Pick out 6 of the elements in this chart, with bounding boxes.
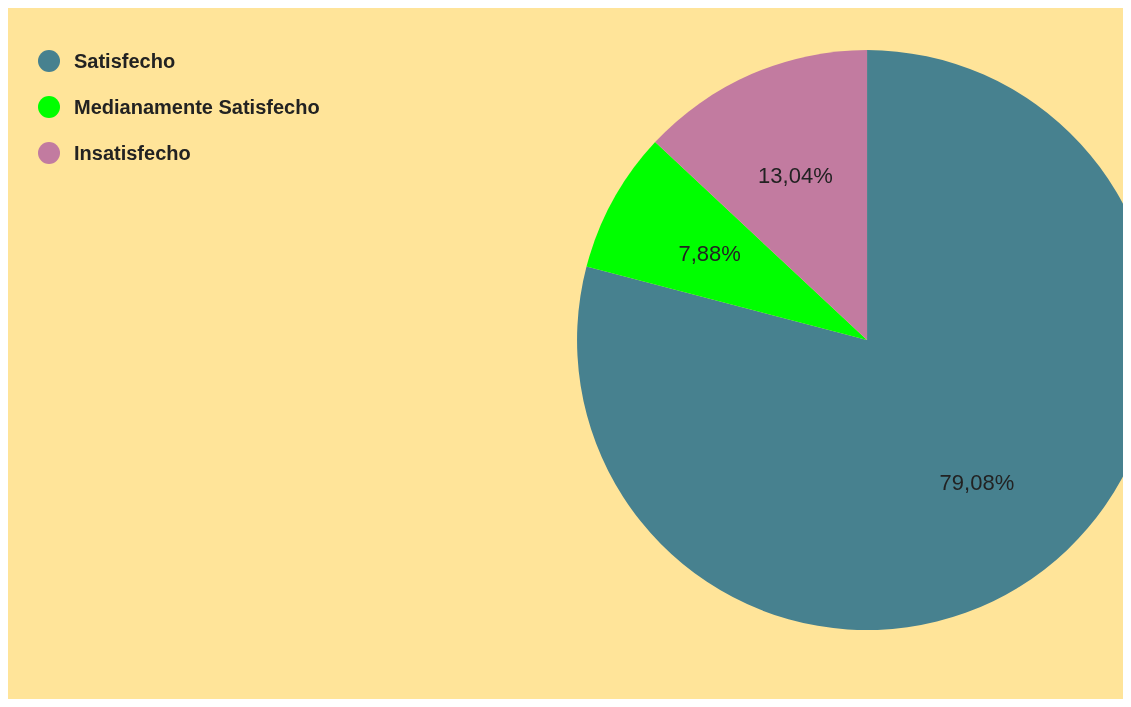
legend-label: Insatisfecho: [74, 141, 191, 165]
data-label: 7,88%: [678, 240, 741, 266]
data-label: 79,08%: [939, 469, 1015, 495]
legend-label: Medianamente Satisfecho: [74, 95, 320, 119]
legend-label: Satisfecho: [74, 49, 176, 73]
data-label: 13,04%: [758, 162, 833, 188]
